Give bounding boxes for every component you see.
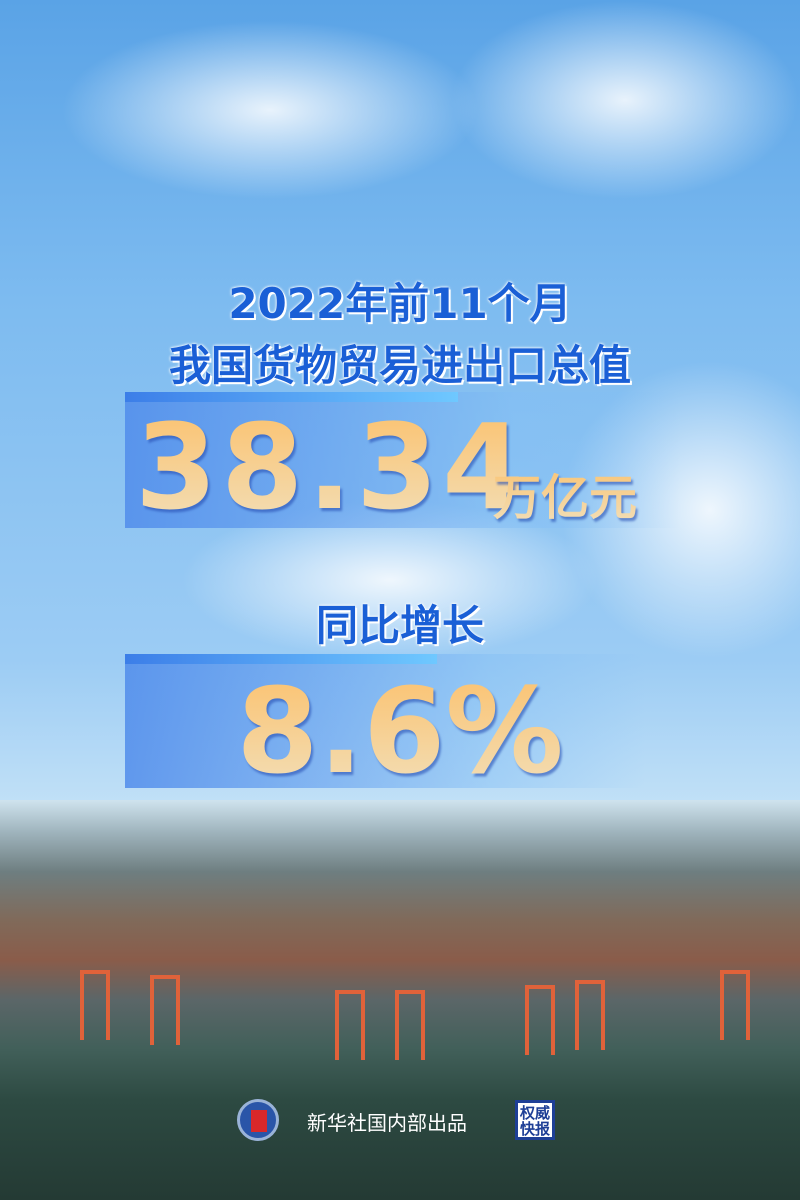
- growth-band: [125, 654, 645, 788]
- organization-label: 新华社国内部出品: [307, 1111, 467, 1135]
- crane: [575, 980, 605, 1050]
- crane: [720, 970, 750, 1040]
- headline-line1: 2022年前11个月: [228, 279, 572, 328]
- growth-value: 8.6%: [0, 662, 800, 800]
- headline-line2: 我国货物贸易进出口总值: [168, 341, 631, 390]
- crane: [395, 990, 425, 1060]
- footer: 新华社国内部出品 权威快报: [0, 1095, 800, 1145]
- crane: [525, 985, 555, 1055]
- total-value: 38.34: [135, 398, 529, 536]
- total-band: [125, 392, 680, 528]
- xinhua-logo-icon: [237, 1099, 279, 1141]
- growth-label: 同比增长: [315, 601, 484, 650]
- cloud: [450, 0, 800, 200]
- crane: [150, 975, 180, 1045]
- total-unit: 万亿元: [493, 458, 637, 528]
- seal-icon: 权威快报: [515, 1100, 555, 1140]
- crane: [80, 970, 110, 1040]
- crane: [335, 990, 365, 1060]
- port-photo: [0, 800, 800, 1200]
- cloud: [60, 20, 480, 200]
